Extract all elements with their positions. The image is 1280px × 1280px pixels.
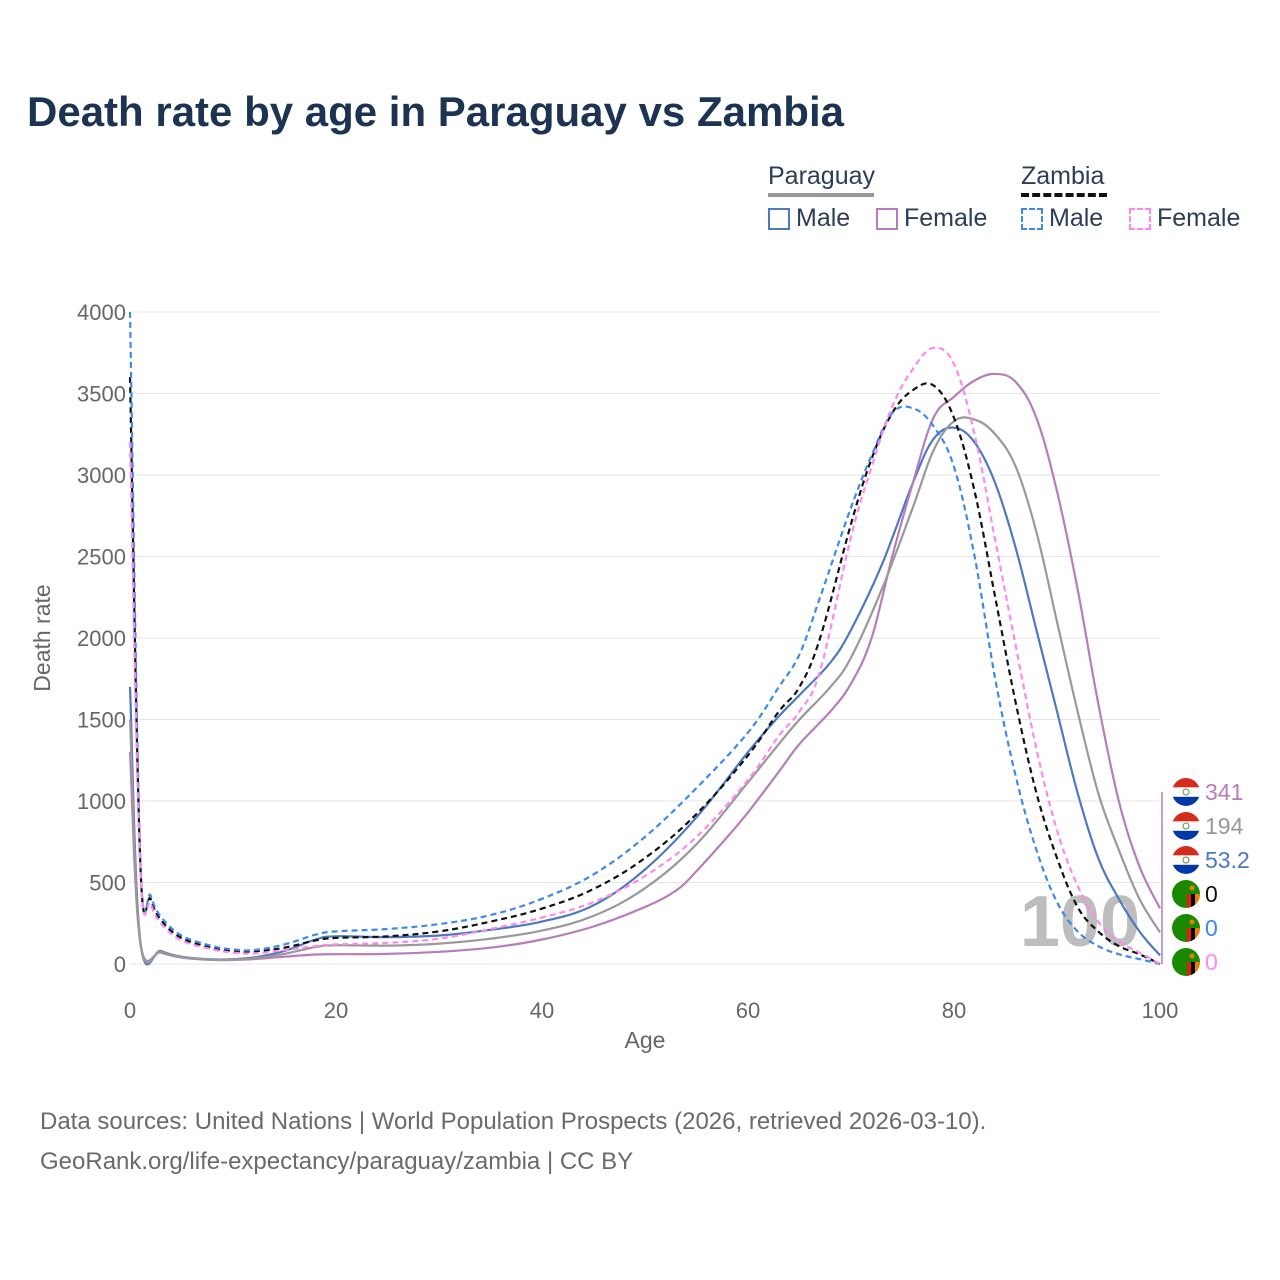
legend-paraguay-female-label: Female xyxy=(904,204,988,232)
y-tick-label-500: 500 xyxy=(89,871,126,896)
legend-country-paraguay: Paraguay xyxy=(768,162,875,197)
legend-zambia-male[interactable]: Male xyxy=(1021,204,1103,233)
flag-stripe-red xyxy=(1187,894,1191,908)
y-axis-label: Death rate xyxy=(29,584,55,691)
y-tick-label-0: 0 xyxy=(114,952,126,977)
end-value-label-0: 341 xyxy=(1205,779,1243,805)
flag-eagle xyxy=(1189,885,1195,891)
end-value-label-2: 53.2 xyxy=(1205,847,1250,873)
x-tick-label-100: 100 xyxy=(1142,998,1179,1023)
legend-country-zambia-label: Zambia xyxy=(1021,162,1105,190)
flag-stripe-white xyxy=(1172,855,1200,865)
legend-zambia-bar xyxy=(1021,193,1107,197)
legend-zambia-male-swatch xyxy=(1021,207,1043,230)
flag-stripe-black xyxy=(1191,962,1195,976)
legend-paraguay-male[interactable]: Male xyxy=(768,204,850,233)
y-tick-label-4000: 4000 xyxy=(77,300,126,325)
axis-layer: 0 500 1000 1500 2000 2500 3000 3500 4000 0 20 40 60 8… xyxy=(29,300,1178,1053)
y-tick-label-2000: 2000 xyxy=(77,626,126,651)
flag-emblem xyxy=(1182,788,1190,796)
flag-stripe-blue xyxy=(1172,830,1200,840)
flag-stripe-blue xyxy=(1172,864,1200,874)
legend-paraguay-male-label: Male xyxy=(796,204,851,232)
footer-link[interactable]: GeoRank.org/life-expectancy/paraguay/zam… xyxy=(40,1148,634,1175)
series-line-paraguay-male xyxy=(128,426,1161,966)
legend-paraguay-male-swatch xyxy=(768,207,790,230)
year-watermark: 100 xyxy=(1020,882,1140,962)
flag-stripe-red xyxy=(1172,778,1200,788)
year-watermark-layer: 100 xyxy=(1020,882,1140,962)
paraguay-flag-icon xyxy=(1172,812,1200,840)
flag-emblem xyxy=(1182,856,1190,864)
x-axis-label: Age xyxy=(625,1027,666,1053)
y-tick-label-3000: 3000 xyxy=(77,463,126,488)
series-line-zambia-total xyxy=(128,377,1161,965)
legend-country-zambia: Zambia xyxy=(1021,162,1107,197)
flag-stripe-orange xyxy=(1195,894,1200,908)
paraguay-flag-icon xyxy=(1172,778,1200,806)
y-tick-label-2500: 2500 xyxy=(77,545,126,570)
grid-lines xyxy=(130,311,1160,965)
series-layer xyxy=(128,311,1161,966)
flag-stripe-red xyxy=(1187,962,1191,976)
x-tick-label-20: 20 xyxy=(324,998,348,1023)
zambia-flag-icon xyxy=(1172,914,1200,942)
legend-paraguay-female[interactable]: Female xyxy=(876,204,987,233)
legend-zambia-male-label: Male xyxy=(1049,204,1104,232)
end-labels-layer: 341 194 53.2 0 0 0 xyxy=(1161,778,1250,976)
end-value-label-3: 0 xyxy=(1205,881,1218,907)
flag-stripe-red xyxy=(1187,928,1191,942)
flag-stripe-white xyxy=(1172,787,1200,797)
legend-paraguay-bar xyxy=(768,193,874,197)
end-value-label-5: 0 xyxy=(1205,949,1218,975)
zambia-flag-icon xyxy=(1172,880,1200,908)
flag-stripe-orange xyxy=(1195,962,1200,976)
series-line-paraguay-total xyxy=(128,416,1161,964)
legend-zambia-female-label: Female xyxy=(1157,204,1241,232)
flag-stripe-black xyxy=(1191,928,1195,942)
end-value-label-1: 194 xyxy=(1205,813,1244,839)
series-line-paraguay-female xyxy=(128,372,1161,962)
flag-stripe-red xyxy=(1172,812,1200,822)
legend-zambia-female[interactable]: Female xyxy=(1129,204,1240,233)
flag-stripe-red xyxy=(1172,846,1200,856)
chart-title: Death rate by age in Paraguay vs Zambia xyxy=(27,88,844,135)
legend-zambia-female-swatch xyxy=(1129,207,1151,230)
footer-sources: Data sources: United Nations | World Pop… xyxy=(40,1108,987,1135)
legend-country-paraguay-label: Paraguay xyxy=(768,162,876,190)
flag-stripe-black xyxy=(1191,894,1195,908)
y-tick-label-1500: 1500 xyxy=(77,708,126,733)
series-line-zambia-female xyxy=(128,346,1161,965)
legend-paraguay-female-swatch xyxy=(876,207,898,230)
y-tick-label-1000: 1000 xyxy=(77,789,126,814)
x-tick-label-0: 0 xyxy=(124,998,136,1023)
flag-emblem xyxy=(1182,822,1190,830)
flag-eagle xyxy=(1189,919,1195,925)
flag-stripe-white xyxy=(1172,821,1200,831)
end-value-label-4: 0 xyxy=(1205,915,1218,941)
x-tick-label-80: 80 xyxy=(942,998,966,1023)
flag-stripe-blue xyxy=(1172,796,1200,806)
flag-eagle xyxy=(1189,953,1195,959)
zambia-flag-icon xyxy=(1172,948,1200,976)
y-tick-label-3500: 3500 xyxy=(77,382,126,407)
series-line-zambia-male xyxy=(128,311,1161,966)
paraguay-flag-icon xyxy=(1172,846,1200,874)
x-tick-label-60: 60 xyxy=(736,998,760,1023)
flag-stripe-orange xyxy=(1195,928,1200,942)
x-tick-label-40: 40 xyxy=(530,998,554,1023)
